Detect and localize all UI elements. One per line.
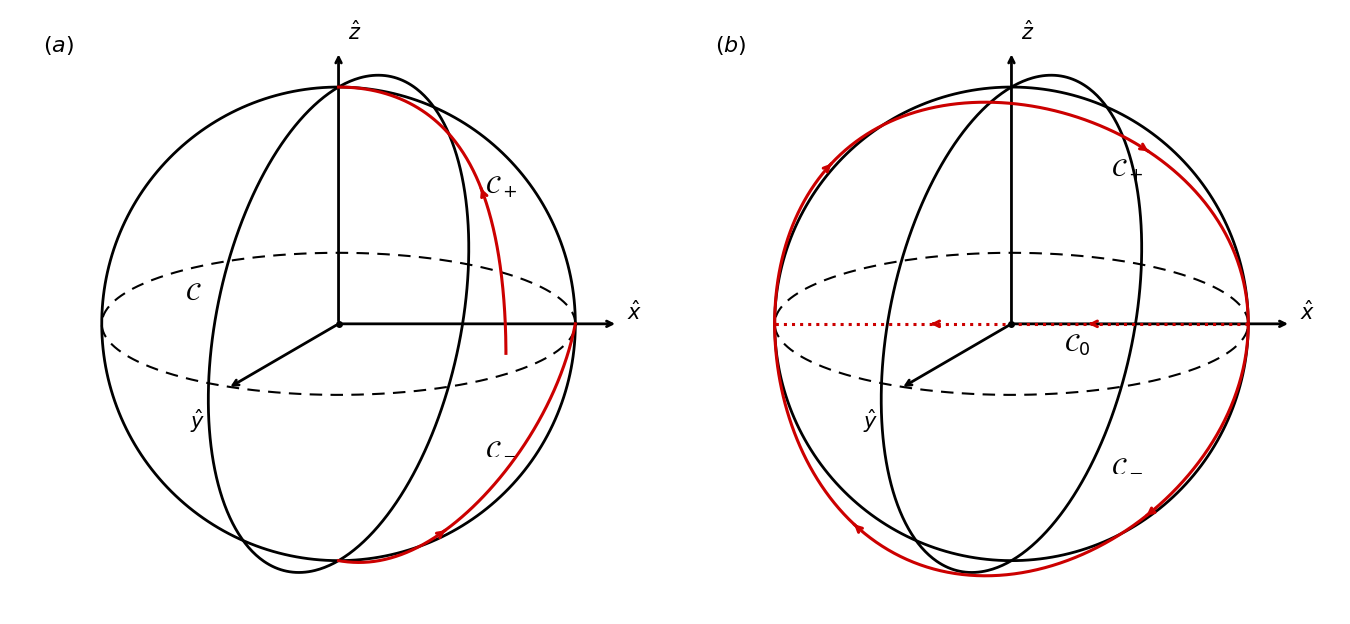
Text: $(a)$: $(a)$ [43,34,74,57]
Text: $\mathcal{C}_+$: $\mathcal{C}_+$ [1111,158,1143,183]
Text: $\hat{y}$: $\hat{y}$ [863,407,878,435]
Text: $(b)$: $(b)$ [716,34,747,57]
Text: $\hat{x}$: $\hat{x}$ [628,300,643,324]
Text: $\mathcal{C}_-$: $\mathcal{C}_-$ [1111,452,1143,475]
Text: $\hat{x}$: $\hat{x}$ [1300,300,1315,324]
Text: $\mathcal{C}$: $\mathcal{C}$ [185,282,201,305]
Text: $\mathcal{C}_-$: $\mathcal{C}_-$ [486,436,518,459]
Text: $\mathcal{C}_0$: $\mathcal{C}_0$ [1064,333,1089,358]
Text: $\mathcal{C}_+$: $\mathcal{C}_+$ [486,175,518,200]
Text: $\hat{y}$: $\hat{y}$ [189,407,205,435]
Text: $\hat{z}$: $\hat{z}$ [348,21,362,44]
Text: $\hat{z}$: $\hat{z}$ [1022,21,1034,44]
